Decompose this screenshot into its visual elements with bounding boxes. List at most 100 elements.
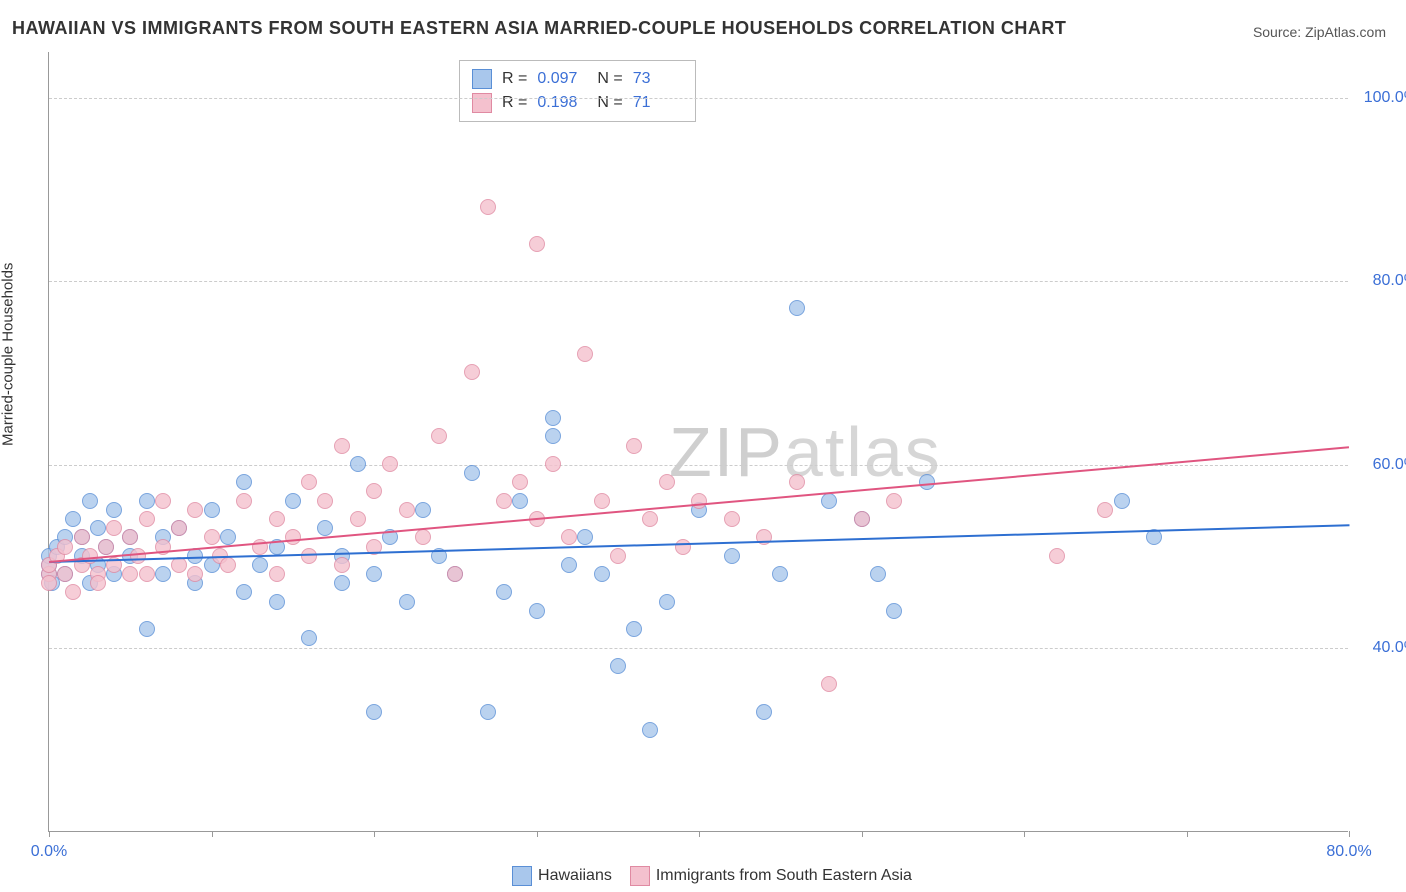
data-point <box>252 557 268 573</box>
data-point <box>496 584 512 600</box>
stats-row: R =0.097N =73 <box>472 67 683 91</box>
data-point <box>236 474 252 490</box>
data-point <box>236 493 252 509</box>
data-point <box>334 438 350 454</box>
data-point <box>155 493 171 509</box>
data-point <box>756 704 772 720</box>
scatter-plot: ZIPatlas R =0.097N =73R =0.198N =71 40.0… <box>48 52 1348 832</box>
data-point <box>171 520 187 536</box>
r-label: R = <box>502 70 527 88</box>
data-point <box>269 566 285 582</box>
data-point <box>886 493 902 509</box>
data-point <box>1097 502 1113 518</box>
source-label: Source: ZipAtlas.com <box>1253 24 1386 40</box>
data-point <box>724 511 740 527</box>
gridline <box>49 98 1348 99</box>
n-value: 71 <box>633 94 683 112</box>
data-point <box>480 199 496 215</box>
data-point <box>512 493 528 509</box>
y-axis-label: Married-couple Households <box>0 263 17 446</box>
r-label: R = <box>502 94 527 112</box>
bottom-legend: HawaiiansImmigrants from South Eastern A… <box>0 866 1406 886</box>
data-point <box>626 621 642 637</box>
data-point <box>285 493 301 509</box>
data-point <box>350 456 366 472</box>
data-point <box>724 548 740 564</box>
data-point <box>594 566 610 582</box>
data-point <box>577 346 593 362</box>
data-point <box>65 511 81 527</box>
data-point <box>399 594 415 610</box>
data-point <box>626 438 642 454</box>
data-point <box>204 502 220 518</box>
data-point <box>659 594 675 610</box>
data-point <box>301 474 317 490</box>
n-label: N = <box>597 70 622 88</box>
data-point <box>187 502 203 518</box>
data-point <box>139 493 155 509</box>
data-point <box>269 511 285 527</box>
y-tick-label: 60.0% <box>1373 456 1406 474</box>
data-point <box>821 676 837 692</box>
data-point <box>854 511 870 527</box>
x-tick <box>1024 831 1025 837</box>
data-point <box>65 584 81 600</box>
gridline <box>49 281 1348 282</box>
data-point <box>789 474 805 490</box>
data-point <box>789 300 805 316</box>
y-tick-label: 40.0% <box>1373 639 1406 657</box>
data-point <box>496 493 512 509</box>
data-point <box>464 364 480 380</box>
data-point <box>82 493 98 509</box>
data-point <box>399 502 415 518</box>
data-point <box>1114 493 1130 509</box>
data-point <box>529 236 545 252</box>
data-point <box>122 529 138 545</box>
data-point <box>90 575 106 591</box>
stats-box: R =0.097N =73R =0.198N =71 <box>459 60 696 122</box>
x-tick <box>537 831 538 837</box>
y-tick-label: 80.0% <box>1373 272 1406 290</box>
data-point <box>691 493 707 509</box>
data-point <box>334 575 350 591</box>
x-tick <box>49 831 50 837</box>
data-point <box>122 566 138 582</box>
data-point <box>90 520 106 536</box>
x-tick <box>1187 831 1188 837</box>
data-point <box>415 502 431 518</box>
data-point <box>821 493 837 509</box>
data-point <box>139 511 155 527</box>
data-point <box>139 566 155 582</box>
data-point <box>447 566 463 582</box>
data-point <box>659 474 675 490</box>
data-point <box>317 520 333 536</box>
x-tick-label: 0.0% <box>31 843 67 861</box>
data-point <box>561 529 577 545</box>
data-point <box>57 539 73 555</box>
data-point <box>366 566 382 582</box>
data-point <box>512 474 528 490</box>
x-tick <box>374 831 375 837</box>
n-label: N = <box>597 94 622 112</box>
x-tick <box>212 831 213 837</box>
data-point <box>545 428 561 444</box>
data-point <box>545 456 561 472</box>
data-point <box>106 502 122 518</box>
legend-label: Hawaiians <box>538 867 612 884</box>
data-point <box>545 410 561 426</box>
data-point <box>886 603 902 619</box>
data-point <box>366 704 382 720</box>
data-point <box>594 493 610 509</box>
data-point <box>610 548 626 564</box>
data-point <box>317 493 333 509</box>
x-tick <box>862 831 863 837</box>
data-point <box>74 529 90 545</box>
data-point <box>41 575 57 591</box>
series-swatch <box>472 69 492 89</box>
data-point <box>350 511 366 527</box>
data-point <box>98 539 114 555</box>
data-point <box>187 566 203 582</box>
data-point <box>139 621 155 637</box>
data-point <box>155 566 171 582</box>
data-point <box>106 520 122 536</box>
